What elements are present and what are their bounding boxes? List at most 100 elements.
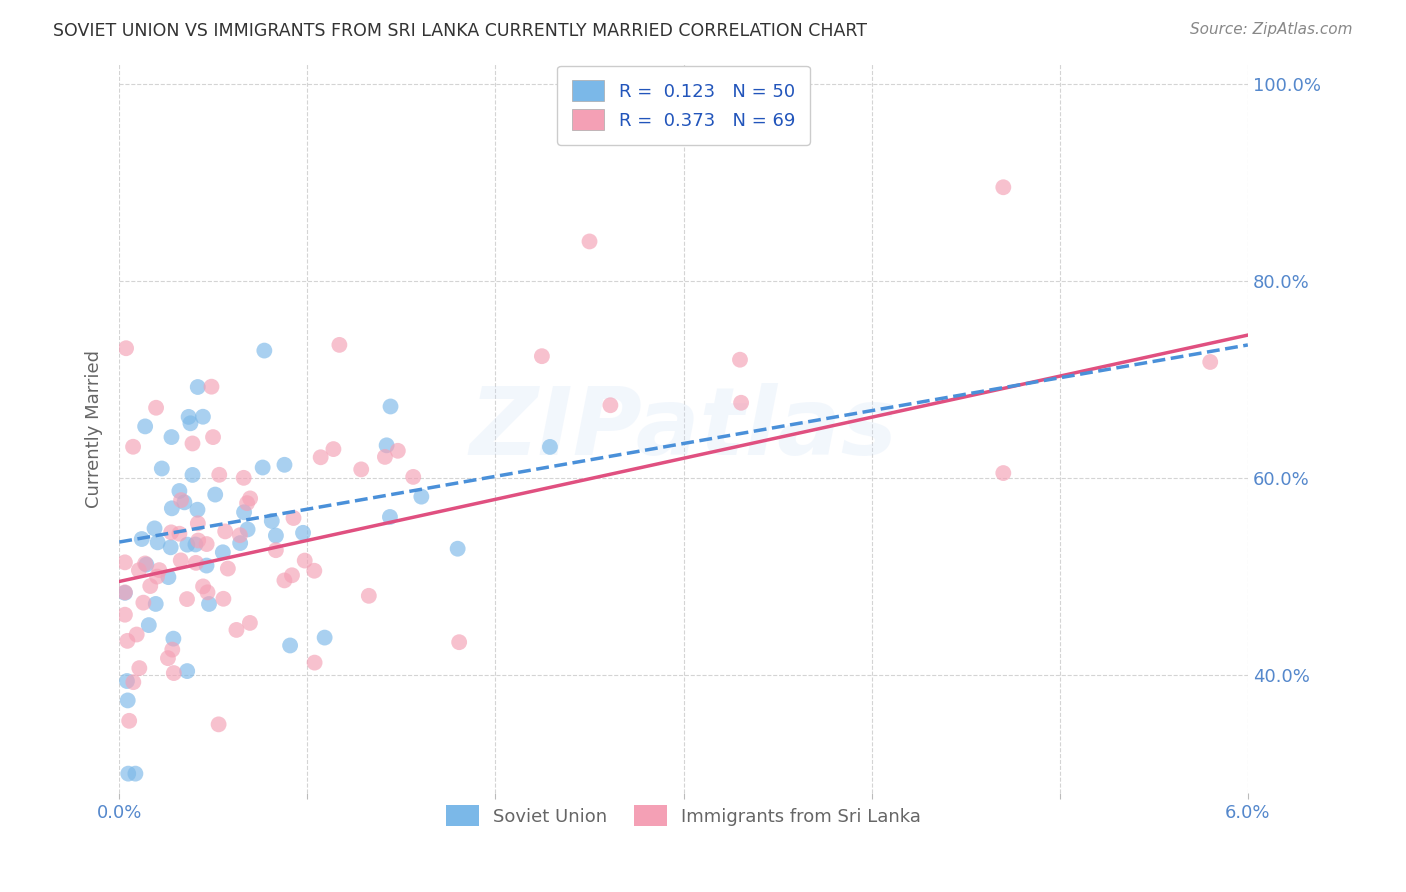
Point [114,585,136,599]
Point [229,536,252,550]
Point [350,462,373,476]
Point [148,563,170,577]
Point [117,766,139,780]
Point [114,586,136,600]
Point [122,440,145,454]
Point [176,592,198,607]
Point [378,510,401,524]
Point [132,596,155,610]
Point [181,467,204,482]
Point [229,528,252,542]
Point [309,450,332,465]
Point [402,470,425,484]
Point [191,579,214,593]
Point [170,493,193,508]
Point [253,343,276,358]
Point [202,430,225,444]
Point [233,505,256,519]
Point [278,639,301,653]
Point [197,585,219,599]
Point [599,398,621,412]
Point [225,623,247,637]
Point [181,436,204,450]
Point [118,714,141,728]
Point [177,409,200,424]
Point [380,400,402,414]
Point [169,526,191,541]
Point [157,570,180,584]
Point [135,558,157,572]
Point [162,632,184,646]
Point [184,556,207,570]
Point [139,579,162,593]
Point [125,627,148,641]
Point [184,537,207,551]
Point [411,490,433,504]
Point [114,555,136,569]
Point [993,466,1015,480]
Point [281,568,304,582]
Point [145,401,167,415]
Point [328,338,350,352]
Point [264,528,287,542]
Point [304,564,326,578]
Point [273,458,295,472]
Point [447,541,470,556]
Point [179,417,201,431]
Point [134,419,156,434]
Point [143,521,166,535]
Point [217,561,239,575]
Point [198,597,221,611]
Point [212,591,235,606]
Y-axis label: Currently Married: Currently Married [86,350,103,508]
Text: ZIPatlas: ZIPatlas [470,383,897,475]
Point [200,379,222,393]
Point [195,558,218,573]
Point [292,525,315,540]
Point [252,460,274,475]
Point [260,514,283,528]
Point [578,235,600,249]
Point [730,396,752,410]
Point [191,409,214,424]
Point [211,545,233,559]
Point [117,633,139,648]
Point [134,557,156,571]
Text: Source: ZipAtlas.com: Source: ZipAtlas.com [1189,22,1353,37]
Point [264,543,287,558]
Point [138,618,160,632]
Point [115,673,138,688]
Point [163,666,186,681]
Point [156,651,179,665]
Point [187,380,209,394]
Point [162,642,184,657]
Point [160,501,183,516]
Point [232,471,254,485]
Point [236,523,259,537]
Point [150,461,173,475]
Point [170,553,193,567]
Point [146,569,169,583]
Point [374,450,396,464]
Point [124,766,146,780]
Point [273,574,295,588]
Point [283,511,305,525]
Legend: Soviet Union, Immigrants from Sri Lanka: Soviet Union, Immigrants from Sri Lanka [437,797,931,836]
Point [236,496,259,510]
Point [146,535,169,549]
Point [187,533,209,548]
Point [176,538,198,552]
Point [159,541,181,555]
Point [993,180,1015,194]
Point [538,440,561,454]
Point [114,607,136,622]
Point [208,467,231,482]
Point [173,495,195,509]
Point [195,537,218,551]
Point [160,430,183,444]
Text: SOVIET UNION VS IMMIGRANTS FROM SRI LANKA CURRENTLY MARRIED CORRELATION CHART: SOVIET UNION VS IMMIGRANTS FROM SRI LANK… [53,22,868,40]
Point [207,717,229,731]
Point [357,589,380,603]
Point [375,438,398,452]
Point [169,483,191,498]
